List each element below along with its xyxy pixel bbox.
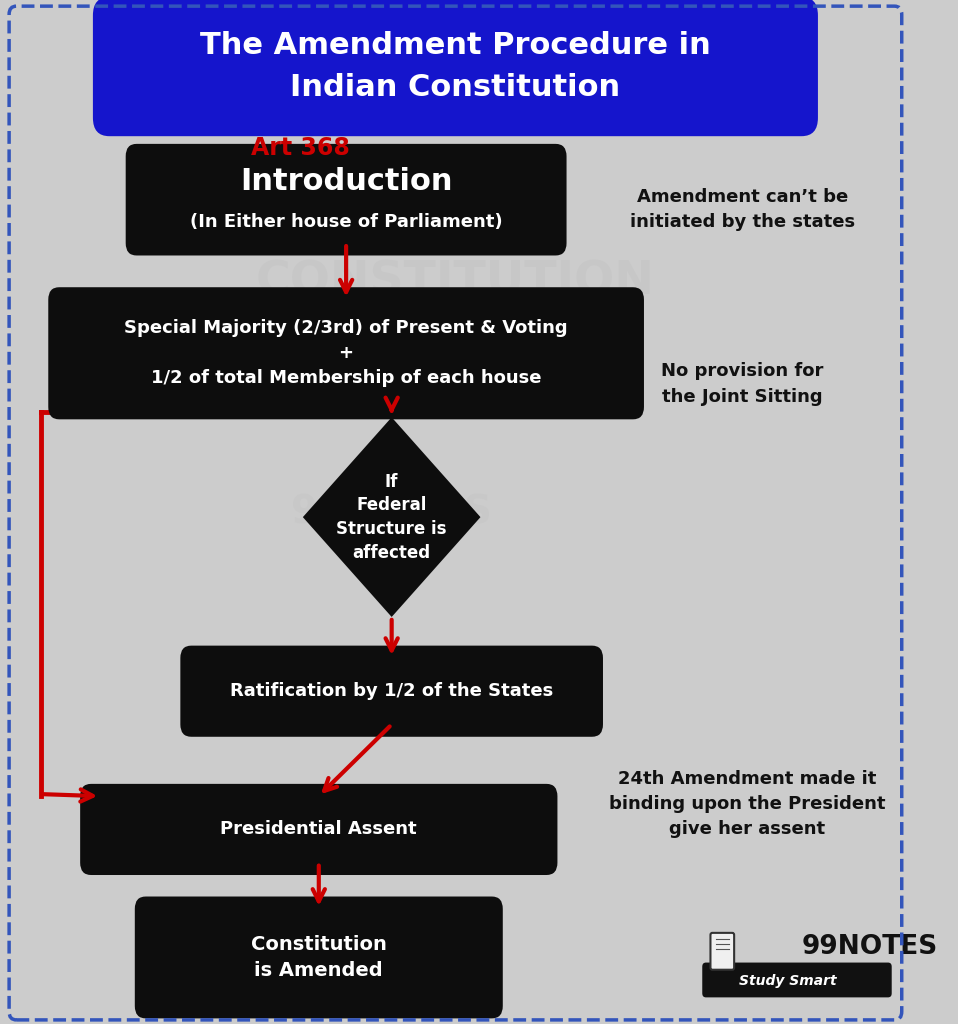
- Text: 99NOTES: 99NOTES: [291, 493, 492, 531]
- Text: CONSTITUTION: CONSTITUTION: [256, 259, 655, 304]
- Text: Art 368: Art 368: [251, 136, 350, 161]
- Text: of: of: [440, 322, 471, 350]
- FancyBboxPatch shape: [702, 963, 892, 997]
- FancyBboxPatch shape: [80, 784, 558, 874]
- FancyBboxPatch shape: [125, 143, 566, 255]
- FancyBboxPatch shape: [48, 287, 644, 420]
- Polygon shape: [303, 418, 481, 616]
- Text: 24th Amendment made it
binding upon the President
give her assent: 24th Amendment made it binding upon the …: [608, 770, 885, 838]
- Text: Constitution
is Amended: Constitution is Amended: [251, 935, 387, 980]
- Text: 99NOTES: 99NOTES: [802, 934, 938, 961]
- Text: Special Majority (2/3rd) of Present & Voting
+
1/2 of total Membership of each h: Special Majority (2/3rd) of Present & Vo…: [125, 319, 568, 387]
- FancyBboxPatch shape: [135, 897, 503, 1018]
- Text: Presidential Assent: Presidential Assent: [220, 820, 417, 839]
- Text: Ratification by 1/2 of the States: Ratification by 1/2 of the States: [230, 682, 554, 700]
- FancyBboxPatch shape: [93, 0, 818, 136]
- Text: No provision for
the Joint Sitting: No provision for the Joint Sitting: [661, 362, 824, 406]
- FancyBboxPatch shape: [180, 646, 603, 737]
- Text: Introduction: Introduction: [240, 167, 452, 196]
- Text: Amendment can’t be
initiated by the states: Amendment can’t be initiated by the stat…: [629, 188, 855, 231]
- Text: (In Either house of Parliament): (In Either house of Parliament): [190, 213, 502, 231]
- Text: If
Federal
Structure is
affected: If Federal Structure is affected: [336, 473, 447, 561]
- FancyBboxPatch shape: [711, 933, 734, 970]
- Text: Study Smart: Study Smart: [739, 974, 836, 988]
- Text: The Amendment Procedure in
Indian Constitution: The Amendment Procedure in Indian Consti…: [200, 31, 711, 102]
